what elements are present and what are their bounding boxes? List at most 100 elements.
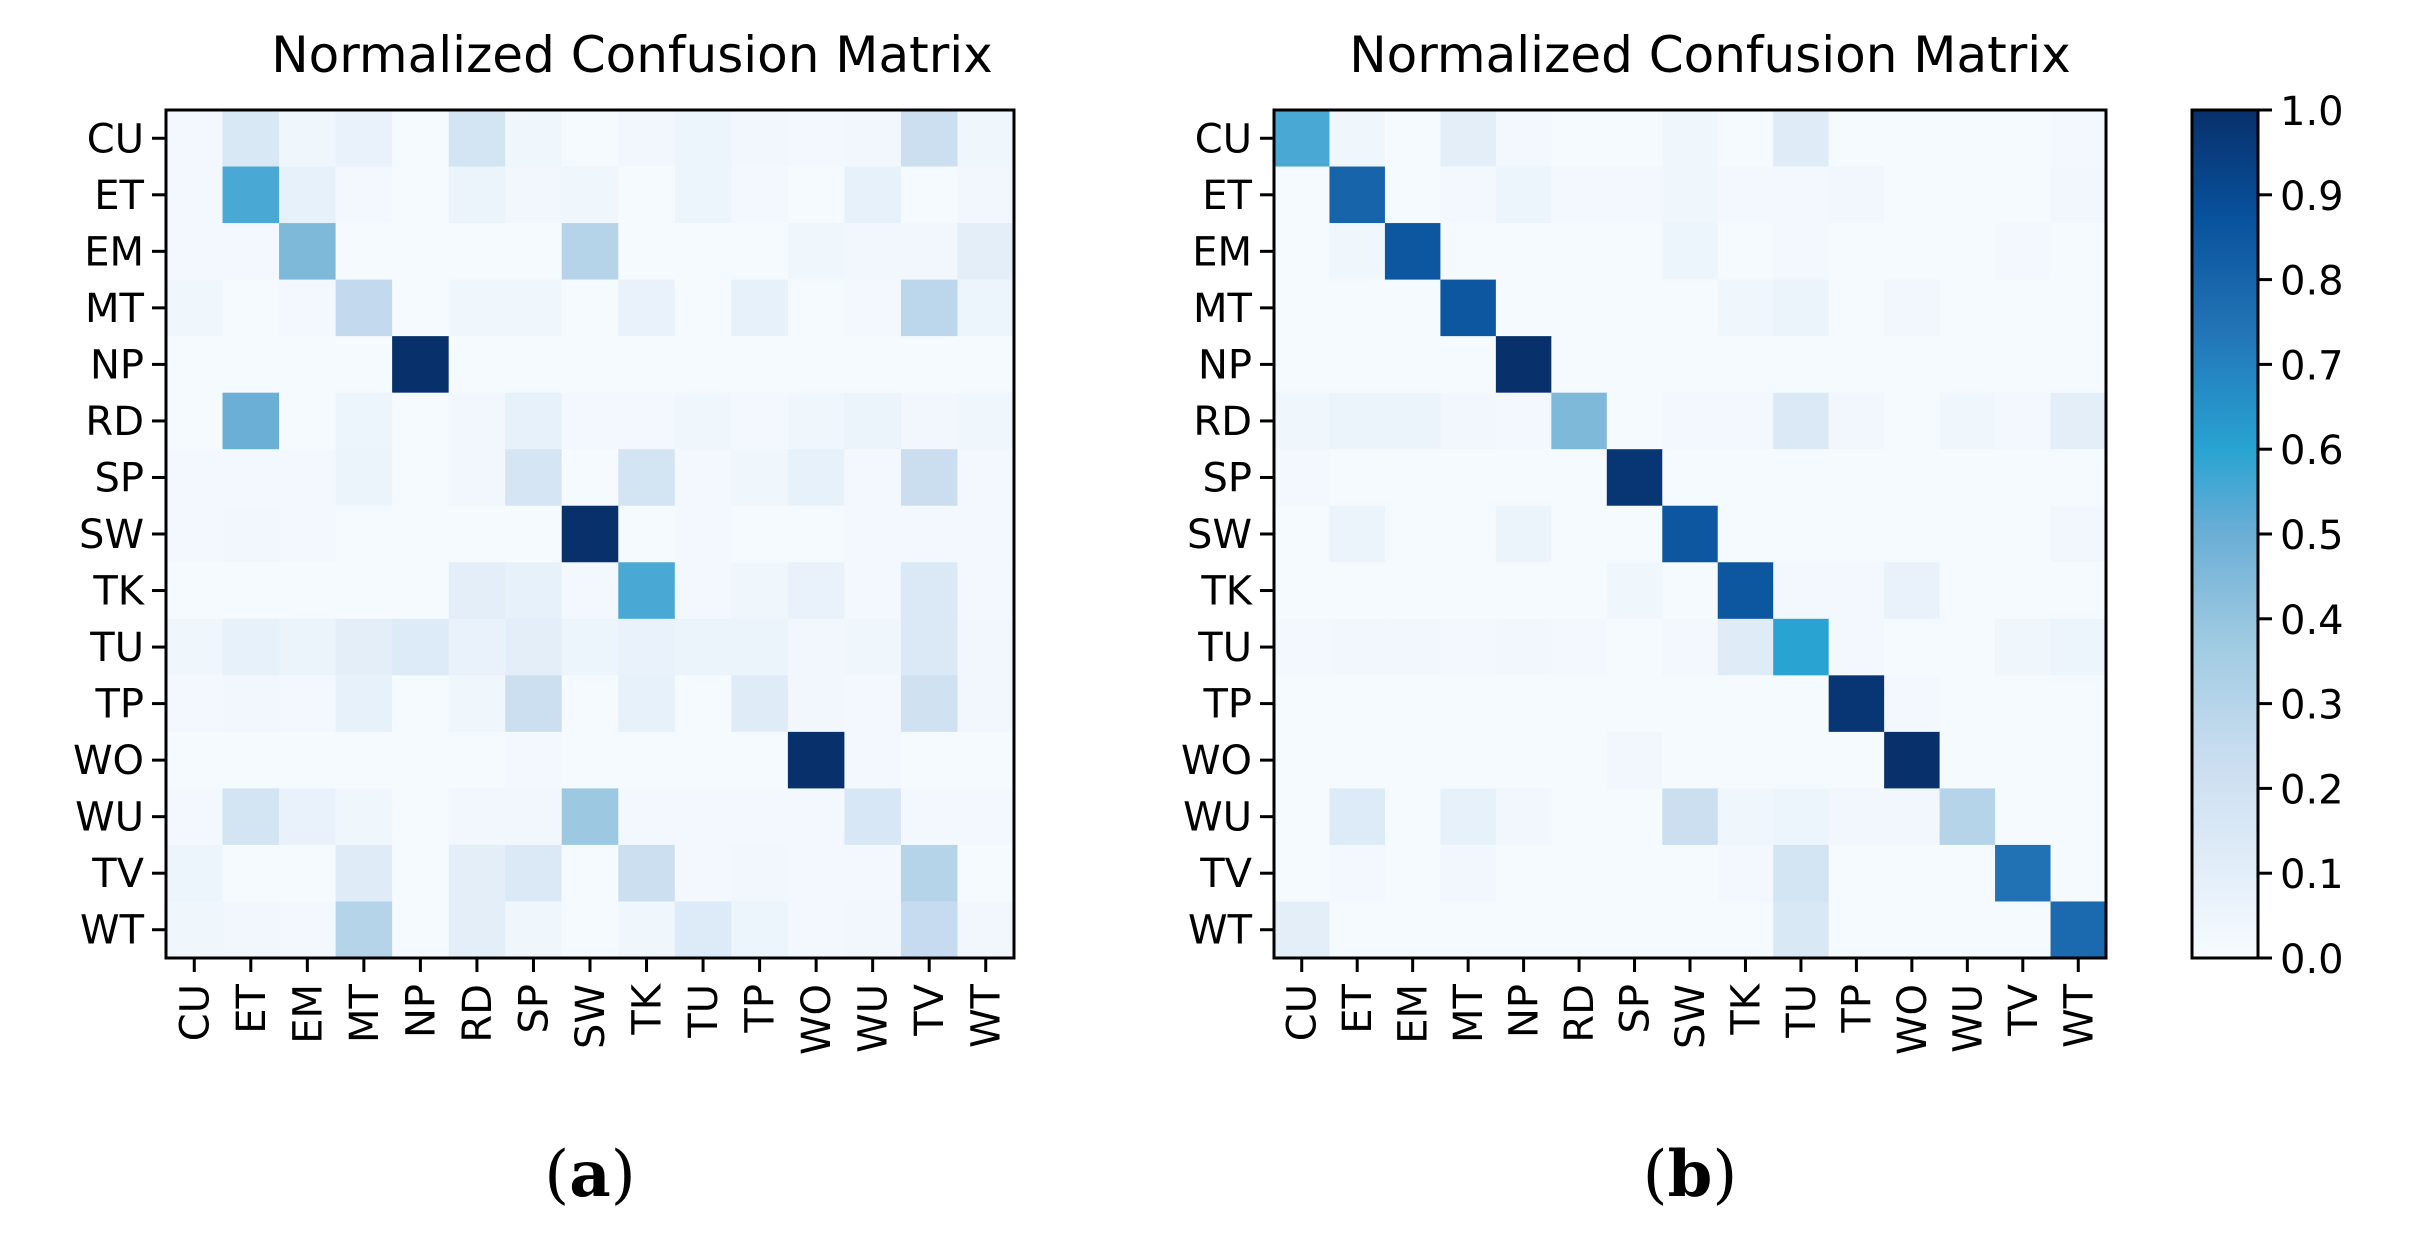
cell-b-WU-WU (1939, 788, 1996, 846)
cell-a-WT-TP (731, 901, 789, 959)
cell-b-TK-MT (1440, 562, 1497, 620)
cell-a-WT-WU (844, 901, 902, 959)
cell-b-EM-TV (1995, 223, 2052, 281)
cell-a-EM-MT (335, 223, 393, 281)
cell-b-CU-TK (1717, 110, 1774, 168)
cell-a-MT-RD (448, 279, 506, 337)
cell-b-SW-MT (1440, 505, 1497, 563)
cell-a-TU-WT (957, 618, 1015, 676)
cell-b-SW-TU (1773, 505, 1830, 563)
cell-a-WO-WT (957, 731, 1015, 789)
cell-a-TP-WT (957, 675, 1015, 733)
cell-a-WT-NP (392, 901, 450, 959)
cell-a-TK-TK (618, 562, 676, 620)
cell-b-ET-TK (1717, 166, 1774, 224)
cell-b-TK-SP (1606, 562, 1663, 620)
cell-b-SP-TP (1828, 449, 1885, 507)
cell-b-TV-ET (1329, 844, 1386, 903)
y-tick-label: EM (84, 229, 144, 275)
x-tick-label: CU (172, 984, 218, 1041)
cell-b-TK-NP (1495, 562, 1552, 620)
cell-a-TU-TV (900, 618, 959, 676)
cell-a-SP-MT (335, 449, 393, 507)
cell-b-WT-WU (1939, 901, 1996, 959)
y-tick-label: SP (94, 455, 144, 501)
cell-a-MT-WU (844, 279, 902, 337)
cell-b-EM-WO (1884, 223, 1941, 281)
cell-b-TP-EM (1384, 675, 1441, 733)
x-tick-label: TU (1779, 984, 1825, 1039)
cell-b-ET-SW (1662, 166, 1719, 224)
cell-a-MT-WT (957, 279, 1015, 337)
cell-b-SW-TP (1828, 505, 1885, 563)
cell-b-RD-RD (1551, 392, 1608, 450)
heatmap-cells-a (166, 110, 1015, 959)
cell-a-TK-WU (844, 562, 902, 620)
cell-b-WU-TP (1828, 788, 1885, 846)
cell-b-TV-NP (1495, 844, 1552, 903)
cell-a-NP-CU (166, 336, 224, 394)
cell-a-EM-CU (166, 223, 224, 281)
cell-a-ET-WO (787, 166, 845, 224)
cell-a-SP-TU (674, 449, 732, 507)
cell-a-WT-WT (957, 901, 1015, 959)
cell-b-RD-TV (1995, 392, 2052, 450)
cell-a-SW-RD (448, 505, 506, 563)
cell-b-SP-SP (1606, 449, 1663, 507)
cell-b-WT-EM (1384, 901, 1441, 959)
cell-b-NP-NP (1495, 336, 1552, 394)
cell-b-ET-RD (1551, 166, 1608, 224)
colorbar-tick-label: 0.7 (2280, 343, 2344, 389)
cell-b-SP-RD (1551, 449, 1608, 507)
cell-b-SP-ET (1329, 449, 1386, 507)
cell-b-RD-NP (1495, 392, 1552, 450)
cell-b-TU-TV (1995, 618, 2052, 676)
cell-b-TU-CU (1274, 618, 1331, 676)
y-tick-label: NP (90, 342, 144, 388)
cell-b-EM-CU (1274, 223, 1331, 281)
cell-a-WO-CU (166, 731, 224, 789)
cell-b-WT-CU (1274, 901, 1331, 959)
cell-b-ET-WO (1884, 166, 1941, 224)
y-tick-label: TP (1202, 682, 1252, 728)
cell-b-ET-TV (1995, 166, 2052, 224)
cell-b-TP-SP (1606, 675, 1663, 733)
cell-b-WO-ET (1329, 731, 1386, 789)
cell-b-MT-TK (1717, 279, 1774, 337)
cell-b-MT-NP (1495, 279, 1552, 337)
cell-a-CU-RD (448, 110, 506, 168)
cell-b-SW-TV (1995, 505, 2052, 563)
cell-b-SP-MT (1440, 449, 1497, 507)
cell-a-MT-EM (279, 279, 337, 337)
cell-a-CU-EM (279, 110, 337, 168)
x-tick-label: SP (511, 984, 557, 1034)
cell-a-WU-TV (900, 788, 959, 846)
cell-a-MT-TV (900, 279, 959, 337)
cell-b-TV-TK (1717, 844, 1774, 903)
cell-b-SP-SW (1662, 449, 1719, 507)
x-tick-label: EM (1391, 984, 1437, 1044)
cell-b-CU-NP (1495, 110, 1552, 168)
cell-a-EM-WT (957, 223, 1015, 281)
colorbar-ticks: 0.0 0.1 0.2 0.3 0.4 0.5 0.6 0.7 0.8 0.9 1.0 (2258, 89, 2344, 983)
cell-b-TV-EM (1384, 844, 1441, 903)
cell-b-WT-WT (2050, 901, 2107, 959)
cell-b-TV-WT (2050, 844, 2107, 903)
y-tick-label: MT (1193, 286, 1253, 332)
x-tick-label: WO (794, 984, 840, 1055)
x-tick-label: TP (738, 984, 784, 1034)
y-tick-label: TU (89, 625, 144, 671)
cell-b-WT-SW (1662, 901, 1719, 959)
cell-a-TK-NP (392, 562, 450, 620)
cell-b-MT-MT (1440, 279, 1497, 337)
cell-a-WO-RD (448, 731, 506, 789)
cell-a-SW-TU (674, 505, 732, 563)
cell-b-CU-WO (1884, 110, 1941, 168)
cell-b-ET-WT (2050, 166, 2107, 224)
x-tick-label: WO (1890, 984, 1936, 1055)
cell-b-TK-WU (1939, 562, 1996, 620)
cell-a-TP-EM (279, 675, 337, 733)
cell-b-MT-RD (1551, 279, 1608, 337)
cell-a-SP-TK (618, 449, 676, 507)
colorbar: 0.0 0.1 0.2 0.3 0.4 0.5 0.6 0.7 0.8 0.9 1.0 (2190, 89, 2344, 983)
